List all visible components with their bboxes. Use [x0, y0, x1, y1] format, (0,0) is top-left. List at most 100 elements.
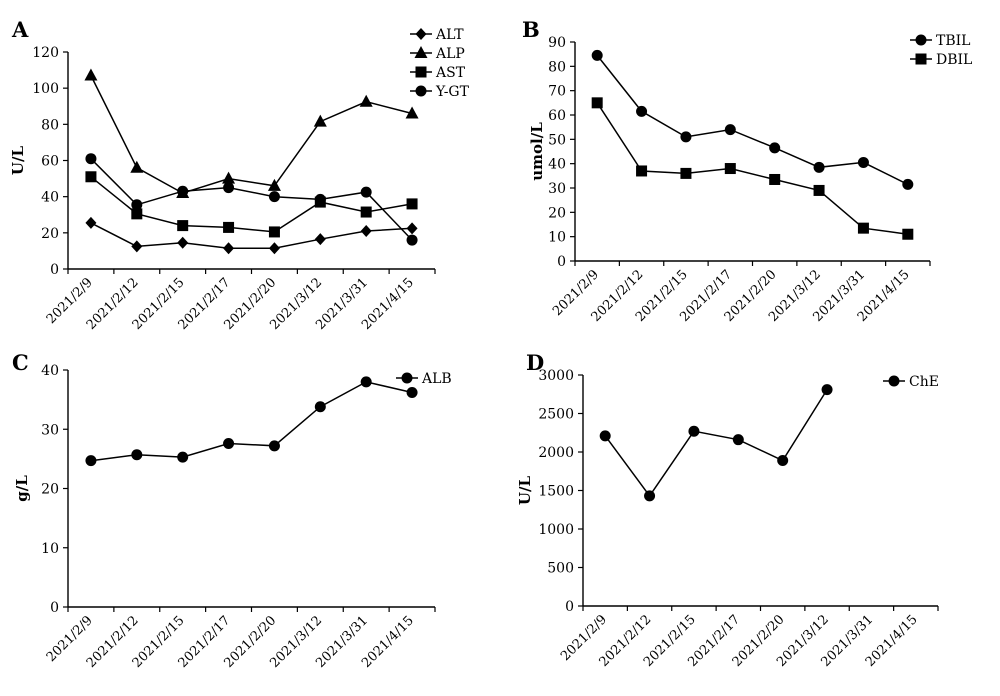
- legend-marker: [414, 46, 428, 58]
- y-axis-label: g/L: [13, 475, 31, 502]
- data-point: [857, 156, 869, 168]
- legend-label: DBIL: [936, 52, 972, 68]
- legend-marker: [915, 34, 927, 46]
- data-point: [267, 178, 281, 191]
- y-tick-label: 100: [32, 81, 59, 97]
- data-point: [599, 430, 611, 442]
- legend-entry-dbil: DBIL: [910, 52, 972, 68]
- data-point: [85, 216, 97, 229]
- y-axis-label: U/L: [9, 145, 27, 175]
- y-tick-label: 120: [32, 45, 59, 61]
- y-tick-label: 0: [565, 599, 574, 615]
- data-point: [131, 208, 143, 220]
- data-point: [821, 384, 833, 396]
- y-tick-label: 80: [548, 59, 566, 75]
- y-tick-label: 20: [41, 226, 59, 242]
- data-point: [84, 68, 98, 81]
- data-point: [591, 97, 603, 109]
- y-tick-label: 80: [41, 117, 59, 133]
- y-tick-label: 500: [547, 561, 574, 577]
- legend-label: ALB: [421, 371, 452, 387]
- data-point: [644, 490, 656, 502]
- data-point: [223, 182, 235, 194]
- y-tick-label: 40: [41, 363, 59, 379]
- legend-marker: [888, 375, 900, 387]
- series-y-gt: [85, 153, 418, 246]
- data-point: [268, 440, 280, 452]
- series-line: [90, 381, 413, 462]
- data-point: [314, 193, 326, 205]
- y-tick-label: 40: [41, 190, 59, 206]
- legend-marker: [401, 372, 413, 384]
- legend-entry-tbil: TBIL: [910, 33, 970, 49]
- data-point: [85, 171, 97, 183]
- data-point: [813, 184, 825, 196]
- data-point: [131, 199, 143, 211]
- y-tick-label: 60: [548, 108, 566, 124]
- y-tick-label: 0: [50, 262, 59, 278]
- data-point: [724, 163, 736, 175]
- panel-letter: C: [12, 350, 29, 375]
- data-point: [636, 105, 648, 117]
- data-point: [313, 114, 327, 127]
- data-point: [857, 222, 869, 234]
- data-point: [223, 437, 235, 449]
- data-point: [223, 242, 235, 255]
- series-line: [596, 102, 908, 235]
- data-point: [902, 178, 914, 190]
- data-point: [359, 94, 373, 107]
- data-point: [268, 226, 280, 238]
- series-tbil: [591, 49, 914, 190]
- data-point: [222, 171, 236, 184]
- data-point: [688, 425, 700, 437]
- data-point: [268, 242, 280, 255]
- series-line: [90, 222, 413, 249]
- panel-letter: D: [526, 350, 544, 375]
- legend-label: ALT: [435, 27, 464, 43]
- data-point: [813, 161, 825, 173]
- legend-marker: [915, 53, 927, 65]
- panel-letter: A: [11, 17, 29, 42]
- data-point: [360, 206, 372, 218]
- data-point: [360, 186, 372, 198]
- legend-entry-alb: ALB: [396, 371, 452, 387]
- data-point: [406, 234, 418, 246]
- data-point: [680, 131, 692, 143]
- legend-marker: [415, 85, 427, 97]
- legend-entry-che: ChE: [883, 374, 939, 390]
- data-point: [85, 153, 97, 165]
- y-tick-label: 40: [548, 157, 566, 173]
- data-point: [636, 165, 648, 177]
- y-tick-label: 1000: [538, 522, 574, 538]
- y-tick-label: 90: [548, 35, 566, 51]
- series-line: [604, 389, 828, 498]
- data-point: [314, 401, 326, 413]
- legend-label: AST: [435, 65, 466, 81]
- y-tick-label: 1500: [538, 484, 574, 500]
- y-tick-label: 2500: [538, 407, 574, 423]
- y-tick-label: 3000: [538, 368, 574, 384]
- y-tick-label: 20: [548, 205, 566, 221]
- data-point: [268, 191, 280, 203]
- legend-marker: [415, 66, 427, 78]
- y-tick-label: 60: [41, 154, 59, 170]
- series-line: [90, 176, 413, 233]
- legend-label: TBIL: [936, 33, 970, 49]
- y-tick-label: 0: [50, 600, 59, 616]
- data-point: [591, 49, 603, 61]
- legend-entry-alt: ALT: [410, 27, 464, 43]
- data-point: [405, 106, 419, 119]
- series-alb: [85, 376, 418, 467]
- series-alp: [84, 68, 419, 199]
- data-point: [85, 455, 97, 467]
- data-point: [177, 451, 189, 463]
- y-tick-label: 20: [41, 482, 59, 498]
- legend-entry-y-gt: Y-GT: [410, 84, 470, 100]
- legend-label: ChE: [909, 374, 939, 390]
- panel-c: C0102030402021/2/92021/2/122021/2/152021…: [12, 350, 452, 671]
- data-point: [769, 173, 781, 185]
- data-point: [314, 233, 326, 246]
- y-tick-label: 10: [548, 230, 566, 246]
- data-point: [680, 167, 692, 179]
